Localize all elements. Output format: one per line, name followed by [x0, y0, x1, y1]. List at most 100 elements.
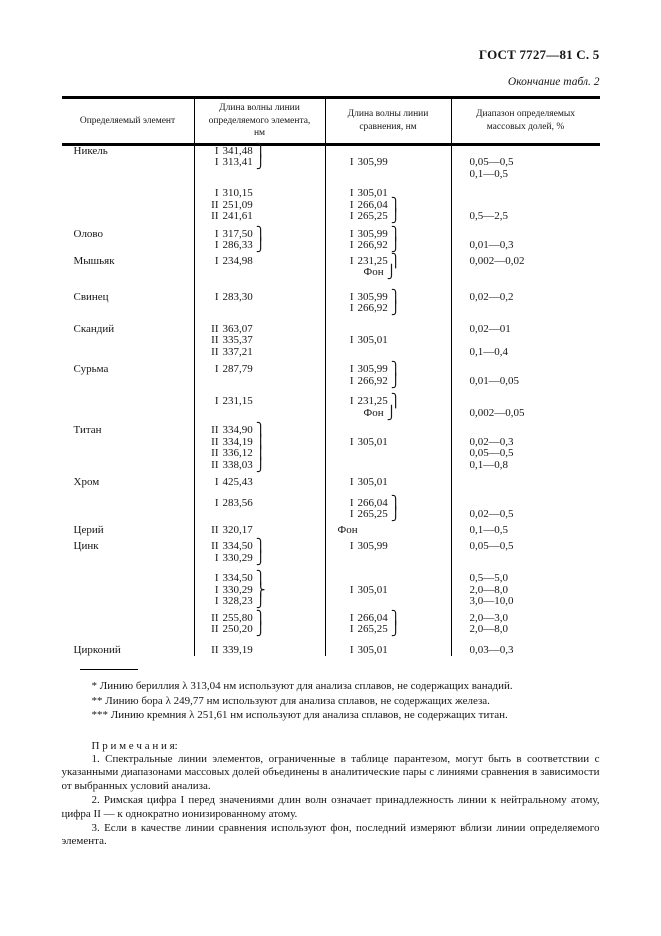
element-cell: [62, 553, 194, 565]
mass-fraction-range: 0,1—0,5: [469, 523, 509, 536]
brace-icon: ⎫: [255, 226, 266, 242]
wavelength-value: 330,29: [222, 583, 253, 596]
range-cell: 0,02—0,2: [450, 291, 600, 304]
ionization-numeral: I: [349, 496, 354, 509]
element-wavelength-cell: I 234,98: [193, 255, 325, 268]
element-cell: Никель: [62, 145, 194, 158]
element-wavelength-cell: II 250,20 ⎭: [193, 623, 325, 636]
wavelength-value: 335,37: [222, 334, 253, 347]
table-row: Скандий II 363,07 0,02—01: [62, 323, 600, 336]
ionization-numeral: I: [349, 290, 354, 303]
element-wavelength-cell: [193, 419, 325, 426]
range-cell: [450, 488, 600, 498]
element-cell: [62, 303, 194, 315]
element-name: Цирконий: [73, 643, 121, 656]
brace-icon: ⎭: [390, 209, 401, 225]
brace-icon: ⎪: [255, 446, 266, 462]
range-cell: [450, 635, 600, 645]
comparison-wavelength-line: I 305,01: [338, 477, 451, 489]
mass-fraction-range: 0,01—0,05: [469, 374, 520, 387]
footnote-text: Линию бериллия λ 313,04 нм используют дл…: [99, 680, 513, 693]
element-wavelength-cell: II 320,17: [193, 524, 325, 537]
comparison-wavelength-line: I 305,99: [338, 157, 451, 169]
mass-fraction-range: 2,0—8,0: [469, 583, 509, 596]
element-wavelength-cell: I 283,56: [193, 497, 325, 510]
element-cell: [62, 240, 194, 252]
range-cell: [450, 536, 600, 542]
header-element-column: Определяемый элемент: [79, 115, 176, 126]
wavelength-value: 337,21: [222, 345, 253, 358]
wavelength-value: 241,61: [222, 210, 253, 223]
footnote: ** Линию бора λ 249,77 нм используют для…: [62, 694, 600, 709]
comparison-wavelength-cell: [324, 222, 451, 229]
table-row: [62, 278, 600, 292]
element-name: Титан: [73, 424, 102, 437]
element-cell: [62, 585, 194, 597]
comparison-wavelength-cell: [324, 635, 451, 645]
table-row: Титан II 334,90 ⎫: [62, 424, 600, 437]
table-row: II 241,61 I 265,25 ⎭ 0,5—2,5: [62, 209, 600, 225]
comparison-wavelength-line: I 305,01: [338, 644, 451, 657]
range-cell: [450, 564, 600, 574]
spectral-lines-table: Определяемый элемент Длина волны линии о…: [61, 96, 600, 657]
wavelength-value: 265,25: [357, 508, 388, 521]
element-wavelength-cell: I 341,48 ⎫: [193, 145, 325, 157]
ionization-numeral: I: [349, 583, 354, 596]
table-row: I 266,92 ⎭ 0,01—0,05: [62, 374, 600, 387]
element-wavelength-cell: I 283,30: [193, 291, 325, 304]
table-row: Хром I 425,43 I 305,01: [62, 476, 600, 489]
table-row: Фон ⎭: [62, 266, 600, 279]
element-wavelength-cell: [193, 520, 325, 525]
element-wavelength-cell: [193, 607, 325, 613]
brace-icon: ⎫: [255, 539, 266, 555]
mass-fraction-range: 0,1—0,4: [469, 345, 509, 358]
comparison-wavelength-cell: Фон ⎭: [324, 407, 451, 419]
note-item: 2. Римская цифра I перед значениями длин…: [61, 793, 600, 820]
element-wavelength-cell: I 425,43: [193, 477, 325, 489]
range-cell: 0,02—0,5: [450, 508, 600, 521]
wavelength-value: 251,09: [222, 198, 253, 211]
element-wavelength-line: II 363,07: [203, 323, 325, 336]
table-row: [62, 419, 600, 426]
comparison-wavelength-line: I 266,04 ⎫: [338, 612, 451, 624]
ionization-numeral: I: [349, 363, 354, 376]
comparison-wavelength-cell: [324, 346, 451, 359]
table-row: I 266,92 ⎭: [62, 302, 600, 315]
footnote-text: Линию бора λ 249,77 нм используют для ан…: [105, 694, 490, 707]
table-row: I 286,33 ⎭ I 266,92 ⎭ 0,01—0,3: [62, 239, 600, 252]
element-wavelength-cell: [193, 222, 325, 229]
ionization-numeral: II: [211, 643, 219, 656]
range-cell: [450, 145, 600, 158]
wavelength-value: 317,50: [222, 227, 253, 240]
element-cell: [62, 169, 194, 181]
element-wavelength-cell: [193, 303, 325, 315]
ionization-numeral: I: [214, 227, 219, 240]
table-row: II 334,19 ⎪ I 305,01 0,02—0,3: [62, 436, 600, 448]
ionization-numeral: II: [211, 447, 219, 460]
table-row: Цинк II 334,50 ⎫ I 305,99 0,05—0,5: [62, 539, 600, 555]
ionization-numeral: II: [211, 210, 219, 223]
element-cell: Церий: [62, 523, 194, 537]
element-cell: Скандий: [62, 323, 194, 336]
notes-list: 1. Спектральные линии элементов, огранич…: [62, 753, 600, 850]
element-wavelength-line: II 334,90 ⎫: [203, 424, 325, 436]
element-name: Церий: [73, 523, 104, 536]
element-cell: [62, 624, 194, 636]
element-cell: Цирконий: [62, 643, 194, 657]
element-cell: Олово: [62, 228, 194, 241]
element-wavelength-line: I 286,33 ⎭: [203, 239, 325, 251]
table-row: I 313,41 ⎭ I 305,99 0,05—0,5: [62, 156, 600, 169]
element-wavelength-cell: II 335,37: [193, 334, 325, 347]
brace-icon: ⎭: [255, 550, 266, 566]
table-row: [62, 251, 600, 256]
range-cell: [450, 477, 600, 489]
background-label: Фон: [337, 523, 358, 536]
table-row: Никель I 341,48 ⎫: [62, 145, 600, 158]
element-wavelength-cell: [193, 168, 325, 181]
wavelength-value: 305,01: [357, 476, 388, 489]
element-wavelength-cell: II 334,90 ⎫: [193, 424, 325, 437]
element-cell: [62, 613, 194, 625]
range-cell: [450, 228, 600, 241]
table-row: I 330,29 ⎬ I 305,01 2,0—8,0: [62, 583, 600, 597]
